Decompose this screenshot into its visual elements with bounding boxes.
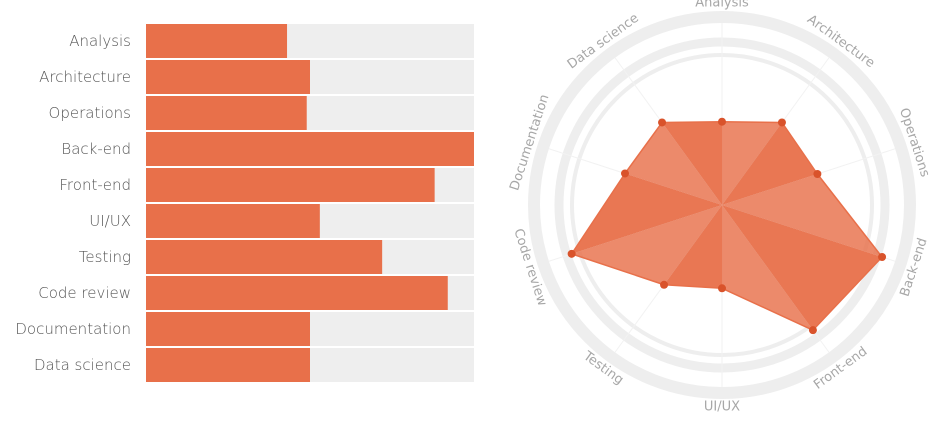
bar-category-label: Operations [49,104,131,122]
radar-wedge [722,174,883,258]
bar-category-label: Architecture [39,68,131,86]
bar-category-label: UI/UX [89,212,131,230]
radar-axis-label: Analysis [695,0,749,11]
radar-point [658,118,667,127]
bar [146,348,310,382]
radar-chart: AnalysisArchitectureOperationsBack-endFr… [507,0,932,415]
bar [146,204,320,238]
radar-wedge [571,173,722,254]
radar-point [660,280,669,289]
bar [146,60,310,94]
bar-category-label: Testing [79,248,131,266]
bar [146,312,310,346]
horizontal-bar-chart: Analysis Architecture Operations Back-end Fr… [15,24,474,382]
radar-point [813,170,822,179]
radar-point [718,117,726,126]
bar-category-label: Back-end [61,140,131,158]
radar-point [620,169,629,178]
radar-point [718,284,726,293]
radar-ring [528,11,916,399]
radar-point [567,249,576,258]
radar-wedge [664,205,722,289]
radar-wedge [722,122,818,205]
bar [146,276,448,310]
radar-wedge [662,121,722,205]
radar-point [777,118,786,127]
radar-wedge [722,121,782,205]
bar [146,96,307,130]
bar-category-label: Documentation [15,320,131,338]
bar-category-label: Data science [34,356,131,374]
bar-category-label: Analysis [69,32,131,50]
radar-point [878,253,887,262]
bar [146,132,474,166]
bar-category-label: Code review [38,284,131,302]
radar-wedge [722,205,813,331]
bar [146,240,383,274]
bar [146,24,288,58]
bar [146,168,435,202]
radar-axis-label: UI/UX [704,400,740,415]
radar-point [808,326,817,335]
bar-category-label: Front-end [59,176,131,194]
radar-wedge [571,205,722,285]
radar-wedge [624,122,722,205]
